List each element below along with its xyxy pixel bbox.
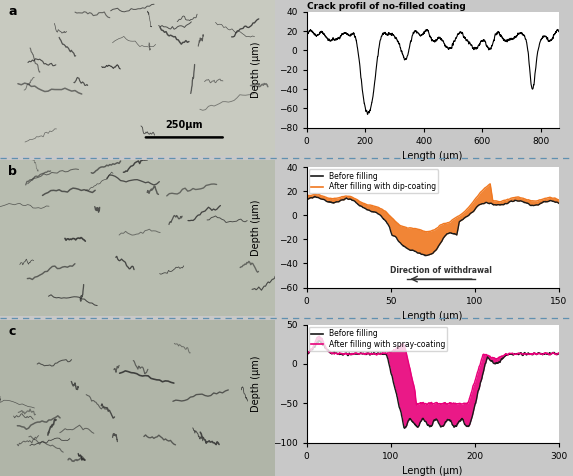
Text: 250μm: 250μm xyxy=(166,119,203,129)
Y-axis label: Depth (μm): Depth (μm) xyxy=(251,41,261,98)
Text: Crack profil of no-filled coating: Crack profil of no-filled coating xyxy=(307,2,465,11)
Text: c: c xyxy=(8,325,15,337)
Legend: Before filling, After filling with spray-coating: Before filling, After filling with spray… xyxy=(309,327,448,351)
X-axis label: Length (μm): Length (μm) xyxy=(402,466,463,476)
Text: a: a xyxy=(8,5,17,18)
Y-axis label: Depth (μm): Depth (μm) xyxy=(251,356,261,412)
Text: Direction of withdrawal: Direction of withdrawal xyxy=(390,266,492,275)
X-axis label: Length (μm): Length (μm) xyxy=(402,311,463,321)
Legend: Before filling, After filling with dip-coating: Before filling, After filling with dip-c… xyxy=(309,169,438,193)
Text: b: b xyxy=(8,165,17,178)
X-axis label: Length (μm): Length (μm) xyxy=(402,151,463,161)
Y-axis label: Depth (μm): Depth (μm) xyxy=(251,199,261,256)
